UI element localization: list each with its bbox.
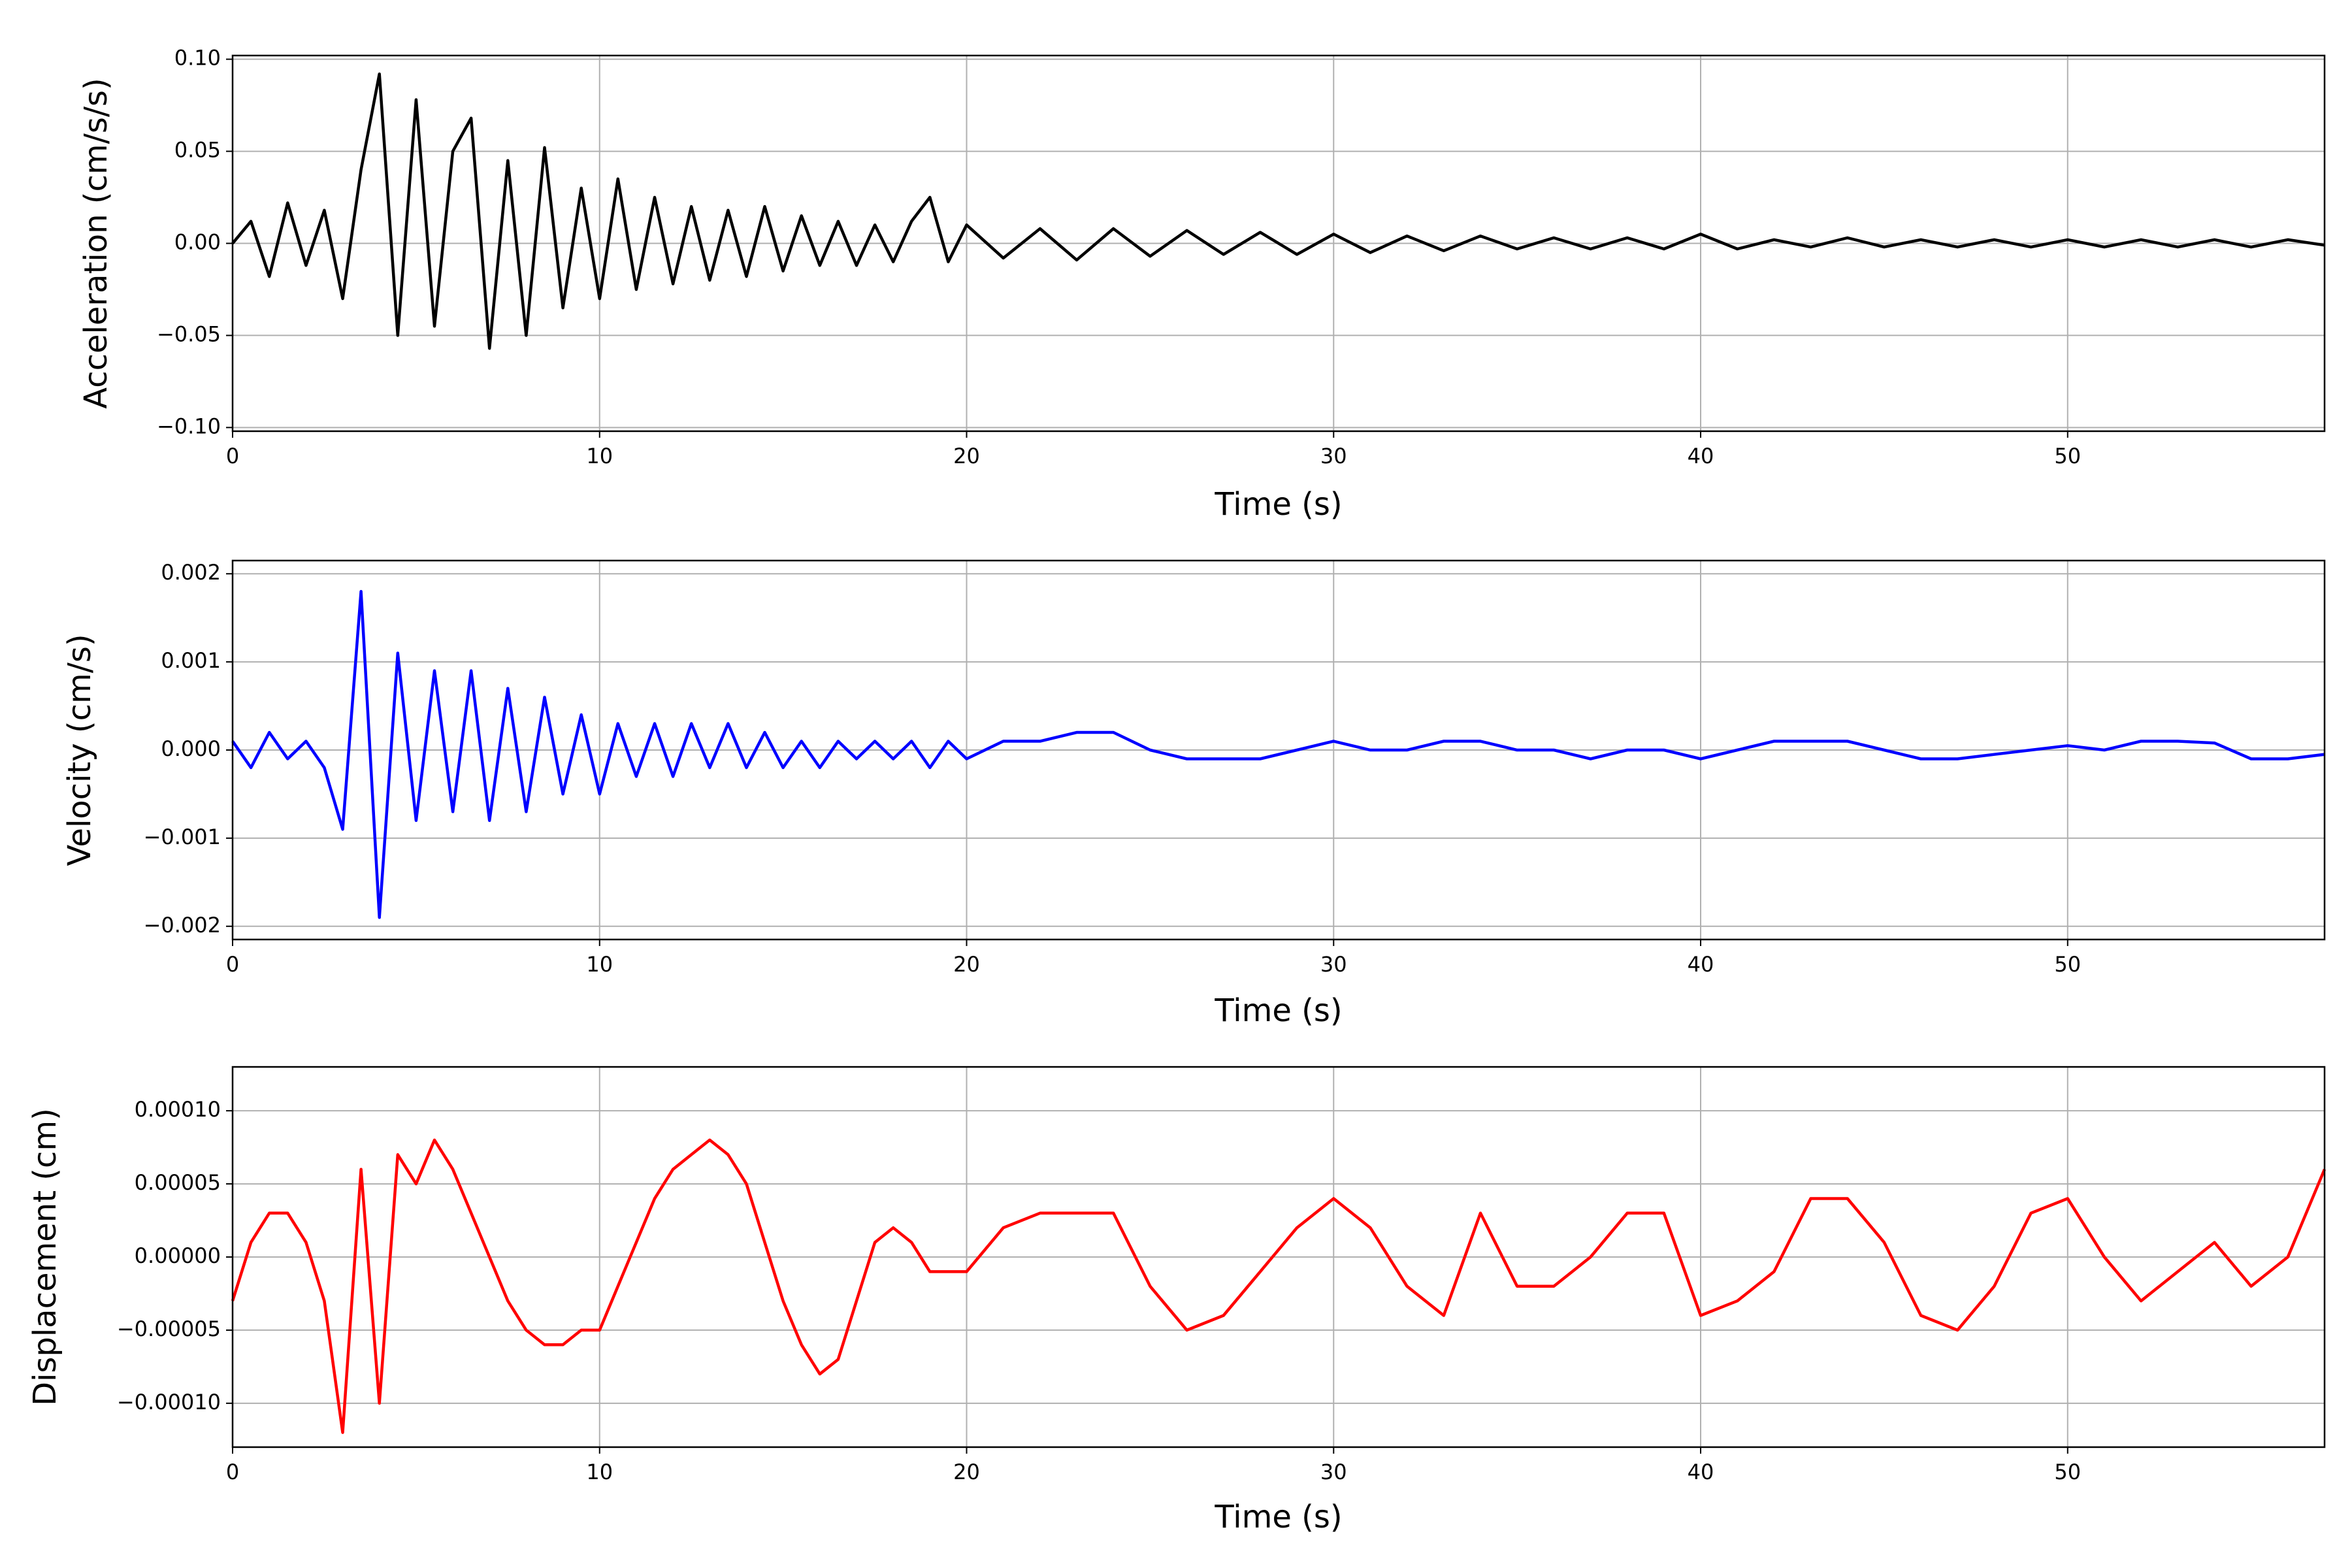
y-tick-label: −0.002 bbox=[144, 913, 221, 938]
y-tick-label: −0.00005 bbox=[117, 1316, 221, 1341]
y-tick-label: −0.10 bbox=[157, 414, 221, 438]
y-axis-label: Displacement (cm) bbox=[27, 1108, 63, 1406]
y-axis-label: Velocity (cm/s) bbox=[61, 634, 98, 866]
x-tick-label: 30 bbox=[1320, 444, 1347, 468]
y-axis-label: Acceleration (cm/s/s) bbox=[78, 78, 114, 408]
x-tick-label: 40 bbox=[1688, 444, 1714, 468]
x-tick-label: 20 bbox=[953, 952, 980, 977]
x-tick-label: 20 bbox=[953, 1460, 980, 1484]
x-tick-label: 40 bbox=[1688, 1460, 1714, 1484]
plot-frame bbox=[231, 54, 2326, 433]
x-tick-label: 0 bbox=[226, 952, 239, 977]
x-tick-label: 10 bbox=[586, 952, 613, 977]
x-axis-label: Time (s) bbox=[1214, 1499, 1342, 1535]
plot-frame bbox=[231, 559, 2326, 941]
y-tick-label: −0.05 bbox=[157, 321, 221, 346]
x-tick-label: 10 bbox=[586, 444, 613, 468]
y-tick-label: 0.001 bbox=[161, 648, 221, 673]
y-tick-label: 0.00000 bbox=[135, 1243, 221, 1268]
x-tick-label: 0 bbox=[226, 444, 239, 468]
x-tick-label: 40 bbox=[1688, 952, 1714, 977]
y-tick-label: 0.00010 bbox=[135, 1097, 221, 1122]
x-tick-label: 50 bbox=[2054, 444, 2081, 468]
y-tick-label: 0.00 bbox=[174, 230, 221, 255]
y-tick-label: 0.05 bbox=[174, 138, 221, 163]
plot-frame bbox=[231, 1066, 2326, 1448]
y-tick-label: −0.00010 bbox=[117, 1390, 221, 1414]
x-tick-label: 30 bbox=[1320, 952, 1347, 977]
data-line bbox=[231, 1138, 2327, 1434]
x-tick-label: 50 bbox=[2054, 1460, 2081, 1484]
y-tick-label: 0.002 bbox=[161, 560, 221, 585]
x-tick-label: 10 bbox=[586, 1460, 613, 1484]
x-axis-label: Time (s) bbox=[1214, 992, 1342, 1029]
x-tick-label: 20 bbox=[953, 444, 980, 468]
y-tick-label: 0.10 bbox=[174, 46, 221, 71]
x-tick-label: 0 bbox=[226, 1460, 239, 1484]
x-axis-label: Time (s) bbox=[1214, 486, 1342, 523]
data-line bbox=[231, 72, 2325, 350]
y-tick-label: −0.001 bbox=[144, 825, 221, 849]
data-line bbox=[231, 589, 2325, 919]
x-tick-label: 30 bbox=[1320, 1460, 1347, 1484]
y-tick-label: 0.000 bbox=[161, 736, 221, 761]
x-tick-label: 50 bbox=[2054, 952, 2081, 977]
y-tick-label: 0.00005 bbox=[135, 1170, 221, 1195]
